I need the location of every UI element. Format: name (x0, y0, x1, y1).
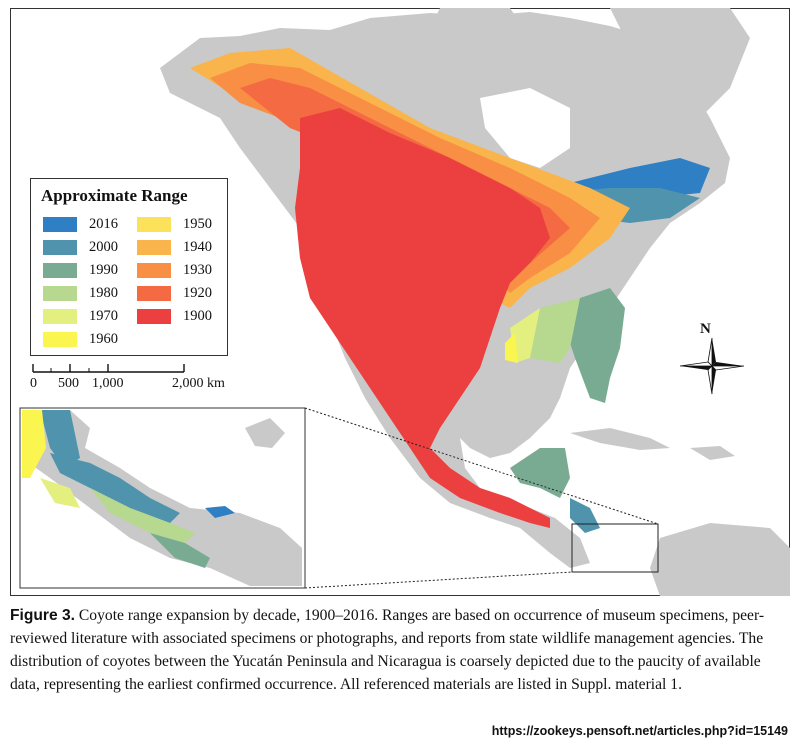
legend-label: 1990 (89, 261, 118, 278)
inset-connector-top (304, 407, 659, 525)
legend-swatch (137, 285, 171, 301)
compass-rose-icon (679, 337, 745, 395)
range-1960 (505, 333, 518, 363)
legend-swatch (137, 239, 171, 255)
hudson-bay (480, 88, 570, 168)
legend-item-1960: 1960 (43, 330, 118, 348)
scale-bar-ticks (32, 364, 185, 373)
legend-label: 1900 (183, 307, 212, 324)
scale-label-1000: 1,000 (92, 376, 124, 391)
legend-swatch (43, 239, 77, 255)
scale-label-2000: 2,000 km (172, 376, 225, 391)
map-figure: Approximate Range 2016 2000 1990 1980 19… (10, 8, 790, 596)
legend-swatch (43, 331, 77, 347)
legend-item-1900: 1900 (137, 307, 212, 325)
legend-swatch (137, 216, 171, 232)
legend-item-1980: 1980 (43, 284, 118, 302)
range-central-america (510, 448, 570, 498)
legend-label: 1930 (183, 261, 212, 278)
legend-label: 1960 (89, 330, 118, 347)
legend-title: Approximate Range (41, 186, 188, 205)
legend-item-1950: 1950 (137, 215, 212, 233)
legend-swatch (137, 262, 171, 278)
legend-label: 2000 (89, 238, 118, 255)
north-america-map (10, 8, 790, 596)
hispaniola (690, 446, 735, 460)
south-america (650, 523, 790, 596)
legend-label: 1970 (89, 307, 118, 324)
range-1990 (565, 288, 625, 403)
caption-label: Figure 3. (10, 607, 75, 624)
legend-item-2000: 2000 (43, 238, 118, 256)
legend-item-1990: 1990 (43, 261, 118, 279)
legend-item-1920: 1920 (137, 284, 212, 302)
legend-label: 1980 (89, 284, 118, 301)
range-1970 (510, 308, 540, 363)
arctic-islands (430, 8, 530, 53)
cuba (570, 428, 670, 450)
legend-item-1940: 1940 (137, 238, 212, 256)
range-1980 (530, 298, 580, 363)
figure-caption: Figure 3. Coyote range expansion by deca… (10, 604, 790, 696)
inset-locator-box (571, 523, 659, 573)
coyote-range-bands (190, 48, 710, 533)
legend-label: 2016 (89, 215, 118, 232)
legend-label: 1950 (183, 215, 212, 232)
legend-item-1930: 1930 (137, 261, 212, 279)
inset-connector-bottom (304, 571, 573, 589)
legend-label: 1940 (183, 238, 212, 255)
scale-label-500: 500 (58, 376, 79, 391)
source-url: https://zookeys.pensoft.net/articles.php… (491, 724, 788, 738)
baffin-island (550, 28, 630, 98)
caption-text: Coyote range expansion by decade, 1900–2… (10, 607, 765, 693)
north-label: N (700, 321, 711, 337)
central-america-inset (19, 407, 306, 589)
legend-item-1970: 1970 (43, 307, 118, 325)
scale-label-0: 0 (30, 376, 37, 391)
range-1900 (295, 108, 550, 528)
legend-swatch (137, 308, 171, 324)
legend-swatch (43, 285, 77, 301)
legend-item-2016: 2016 (43, 215, 118, 233)
legend-swatch (43, 308, 77, 324)
legend-label: 1920 (183, 284, 212, 301)
scale-bar: 0 500 1,000 2,000 km (30, 360, 260, 396)
greenland (610, 8, 750, 118)
legend-swatch (43, 216, 77, 232)
legend-swatch (43, 262, 77, 278)
legend: Approximate Range 2016 2000 1990 1980 19… (30, 178, 228, 356)
